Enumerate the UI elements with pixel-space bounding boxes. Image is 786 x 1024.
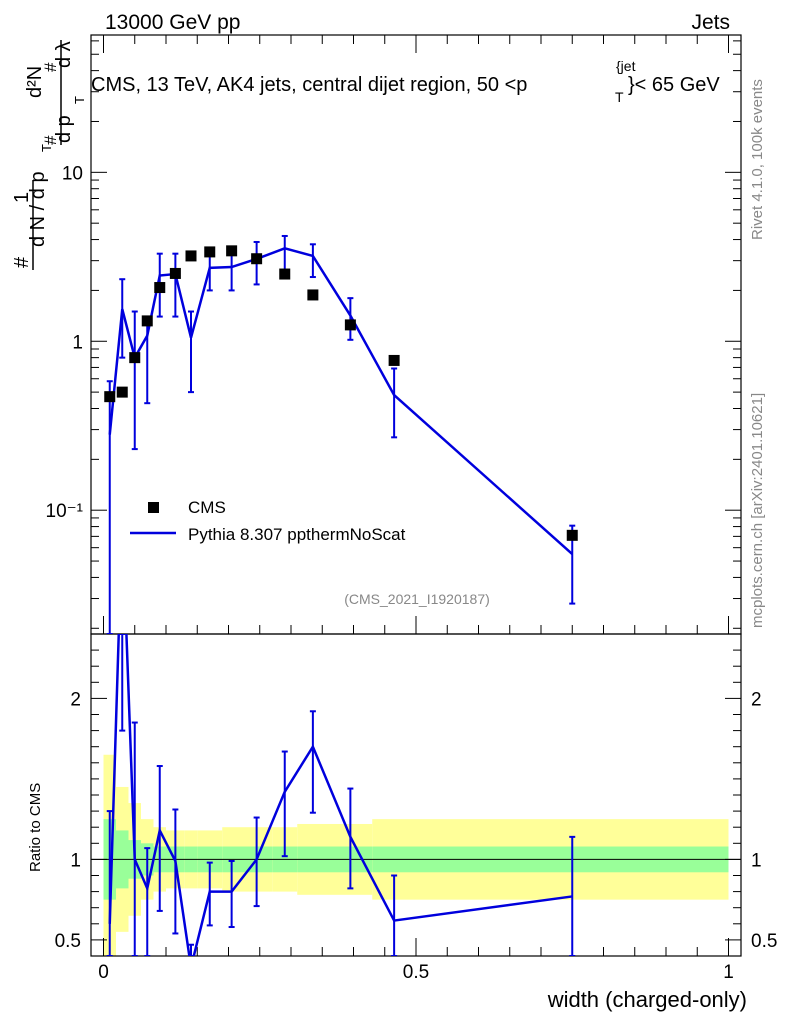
ratio-tick-label-right: 2 [751,689,762,710]
ratio-tick-label-right: 0.5 [751,931,777,952]
y-tick-label: 10⁻¹ [46,501,84,522]
data-point [169,267,181,279]
data-point [251,253,263,265]
x-tick-label: 1 [723,962,734,983]
ylabel-dn: d N / d p [27,171,49,247]
x-tick-label: 0.5 [403,962,429,983]
legend: CMS Pythia 8.307 ppthermNoScat [130,498,406,544]
ratio-tick-label: 1 [70,850,81,871]
data-point [279,268,291,280]
ratio-tick-label: 0.5 [55,931,81,952]
y-axis-label: # 1 d N / d p T # d²N d p T # d λ [11,41,87,268]
y-tick-label: 1 [72,332,83,353]
plot-title-sup: {jet [616,58,636,74]
plot-title-main: CMS, 13 TeV, AK4 jets, central dijet reg… [91,74,527,96]
x-tick-label: 0 [98,962,109,983]
data-point [566,529,578,541]
legend-mc-label: Pythia 8.307 ppthermNoScat [188,525,406,544]
data-point [388,354,400,366]
ratio-frame [90,633,742,957]
energy-label: 13000 GeV pp [105,11,240,34]
data-series [104,245,578,541]
legend-data-label: CMS [188,498,226,517]
y-tick-label: 10 [62,163,83,184]
ratio-tick-label: 2 [70,689,81,710]
data-point [307,289,319,301]
ylabel-T: T [39,144,54,152]
plot-title-end: }< 65 GeV [628,74,720,96]
upper-frame [90,34,742,635]
data-point [116,386,128,398]
ratio-series [106,634,576,956]
mc-series [106,234,576,634]
rivet-label: Rivet 4.1.0, 100k events [749,79,766,240]
mcplots-label: mcplots.cern.ch [arXiv:2401.10621] [749,393,766,628]
ylabel-dl: d λ [53,41,75,68]
jets-label: Jets [691,11,730,34]
data-point [141,315,153,327]
ylabel-d2n: d²N [24,66,46,98]
ratio-tick-label-right: 1 [751,850,762,871]
analysis-tag: (CMS_2021_I1920187) [344,591,490,607]
plot-title: CMS, 13 TeV, AK4 jets, central dijet reg… [91,58,720,105]
ylabel-dpt: d p [53,115,75,143]
data-point [185,250,197,262]
data-point [129,352,141,364]
ratio-line [108,634,573,956]
data-point [204,246,216,258]
data-point [226,245,238,257]
mc-line [108,246,574,555]
data-point [344,319,356,331]
data-point [154,282,166,294]
plot-title-sub: T [615,89,624,105]
ylabel-hash3: # [41,62,60,72]
ratio-axis-label: Ratio to CMS [27,783,44,872]
ylabel-hash1: # [11,256,33,268]
ratio-uncertainty-bands [91,754,741,956]
x-axis-label: width (charged-only) [547,987,747,1012]
ylabel-one: 1 [11,192,33,203]
legend-data-marker [148,502,159,513]
data-point [104,391,116,403]
ylabel-T2: T [72,96,87,104]
ylabel-hash2: # [41,135,60,145]
